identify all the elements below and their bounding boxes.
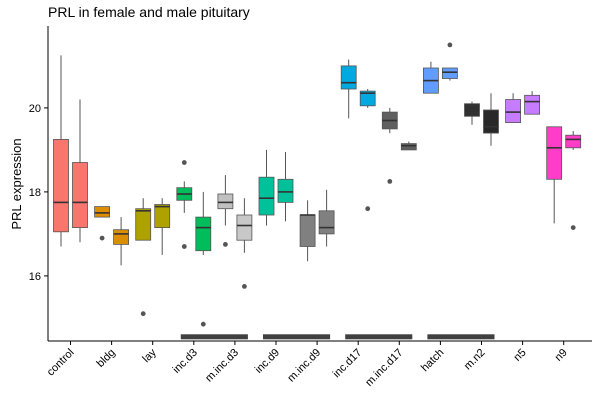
outlier-point bbox=[447, 42, 453, 48]
x-tick-label: hatch bbox=[419, 347, 447, 375]
plot-area bbox=[53, 42, 582, 340]
outlier-point bbox=[387, 179, 393, 184]
box-m.inc.d3-male bbox=[236, 198, 253, 289]
chart-title: PRL in female and male pituitary bbox=[48, 4, 250, 20]
box-body bbox=[505, 99, 522, 124]
box-hatch-female bbox=[422, 61, 439, 94]
box-body bbox=[154, 204, 171, 229]
box-inc.d9-female bbox=[258, 149, 275, 226]
box-m.inc.d3-female bbox=[217, 175, 234, 247]
box-lay-male bbox=[154, 198, 171, 255]
box-inc.d17-female bbox=[340, 59, 357, 119]
box-n9-male bbox=[565, 131, 582, 231]
x-tick-label: lay bbox=[140, 346, 159, 365]
box-body bbox=[72, 162, 88, 228]
x-tick-label: m.n2 bbox=[462, 347, 488, 373]
box-bldg-female bbox=[94, 206, 110, 241]
y-tick-label: 16 bbox=[29, 271, 41, 283]
box-body bbox=[441, 67, 458, 79]
outlier-point bbox=[365, 206, 371, 212]
box-bldg-male bbox=[113, 217, 129, 266]
x-tick-label: m.inc.d3 bbox=[203, 347, 241, 385]
x-tick-label: inc.d3 bbox=[171, 347, 200, 376]
significance-bar bbox=[263, 334, 331, 340]
box-n5-female bbox=[505, 93, 522, 124]
outlier-point bbox=[242, 284, 247, 289]
box-inc.d9-male bbox=[277, 152, 294, 222]
box-body bbox=[53, 138, 69, 233]
x-tick-label: inc.d9 bbox=[253, 347, 282, 376]
significance-bar bbox=[345, 334, 413, 340]
box-n9-female bbox=[546, 126, 563, 224]
box-body bbox=[318, 210, 335, 235]
box-control-male bbox=[72, 99, 88, 243]
outlier-point bbox=[200, 321, 206, 327]
box-body bbox=[359, 90, 376, 107]
outlier-point bbox=[99, 235, 105, 241]
box-hatch-male bbox=[441, 42, 458, 81]
box-body bbox=[565, 134, 582, 149]
box-body bbox=[299, 214, 316, 247]
x-tick-label: inc.d17 bbox=[331, 347, 365, 381]
box-body bbox=[135, 208, 152, 241]
box-body bbox=[464, 103, 480, 117]
outlier-point bbox=[181, 160, 187, 165]
box-inc.d3-male bbox=[195, 191, 212, 327]
y-tick-label: 18 bbox=[29, 187, 41, 199]
x-tick-label: bldg bbox=[95, 347, 118, 370]
box-body bbox=[236, 214, 253, 241]
significance-bar bbox=[427, 334, 495, 340]
box-body bbox=[400, 143, 417, 151]
box-body bbox=[113, 229, 129, 245]
x-tick-label: m.inc.d17 bbox=[363, 347, 405, 389]
x-tick-label: n5 bbox=[512, 347, 529, 364]
y-tick-label: 20 bbox=[29, 103, 41, 115]
outlier-point bbox=[223, 242, 228, 247]
box-inc.d3-female bbox=[176, 160, 193, 249]
box-m.inc.d17-male bbox=[400, 141, 417, 151]
box-m.n2-male bbox=[483, 93, 499, 146]
x-tick-label: m.inc.d9 bbox=[285, 347, 323, 385]
box-body bbox=[546, 126, 563, 180]
y-axis-label: PRL expression bbox=[9, 138, 24, 229]
x-tick-label: n9 bbox=[553, 347, 570, 364]
box-body bbox=[277, 178, 294, 203]
box-control-female bbox=[53, 55, 69, 247]
box-inc.d17-male bbox=[359, 89, 376, 212]
box-n5-male bbox=[524, 91, 540, 115]
outlier-point bbox=[181, 244, 187, 249]
box-m.inc.d9-female bbox=[299, 200, 316, 262]
significance-bar bbox=[180, 334, 248, 340]
outlier-point bbox=[140, 311, 146, 317]
box-body bbox=[524, 94, 540, 115]
box-body bbox=[195, 216, 212, 252]
box-body bbox=[258, 176, 275, 216]
box-m.inc.d17-female bbox=[381, 107, 398, 184]
box-body bbox=[217, 193, 234, 210]
box-lay-female bbox=[135, 198, 152, 317]
box-m.n2-female bbox=[464, 101, 480, 125]
box-body bbox=[94, 206, 110, 218]
box-body bbox=[340, 65, 357, 90]
box-m.inc.d9-male bbox=[318, 189, 335, 247]
outlier-point bbox=[570, 225, 576, 231]
box-body bbox=[483, 109, 499, 134]
x-tick-label: control bbox=[45, 347, 77, 379]
